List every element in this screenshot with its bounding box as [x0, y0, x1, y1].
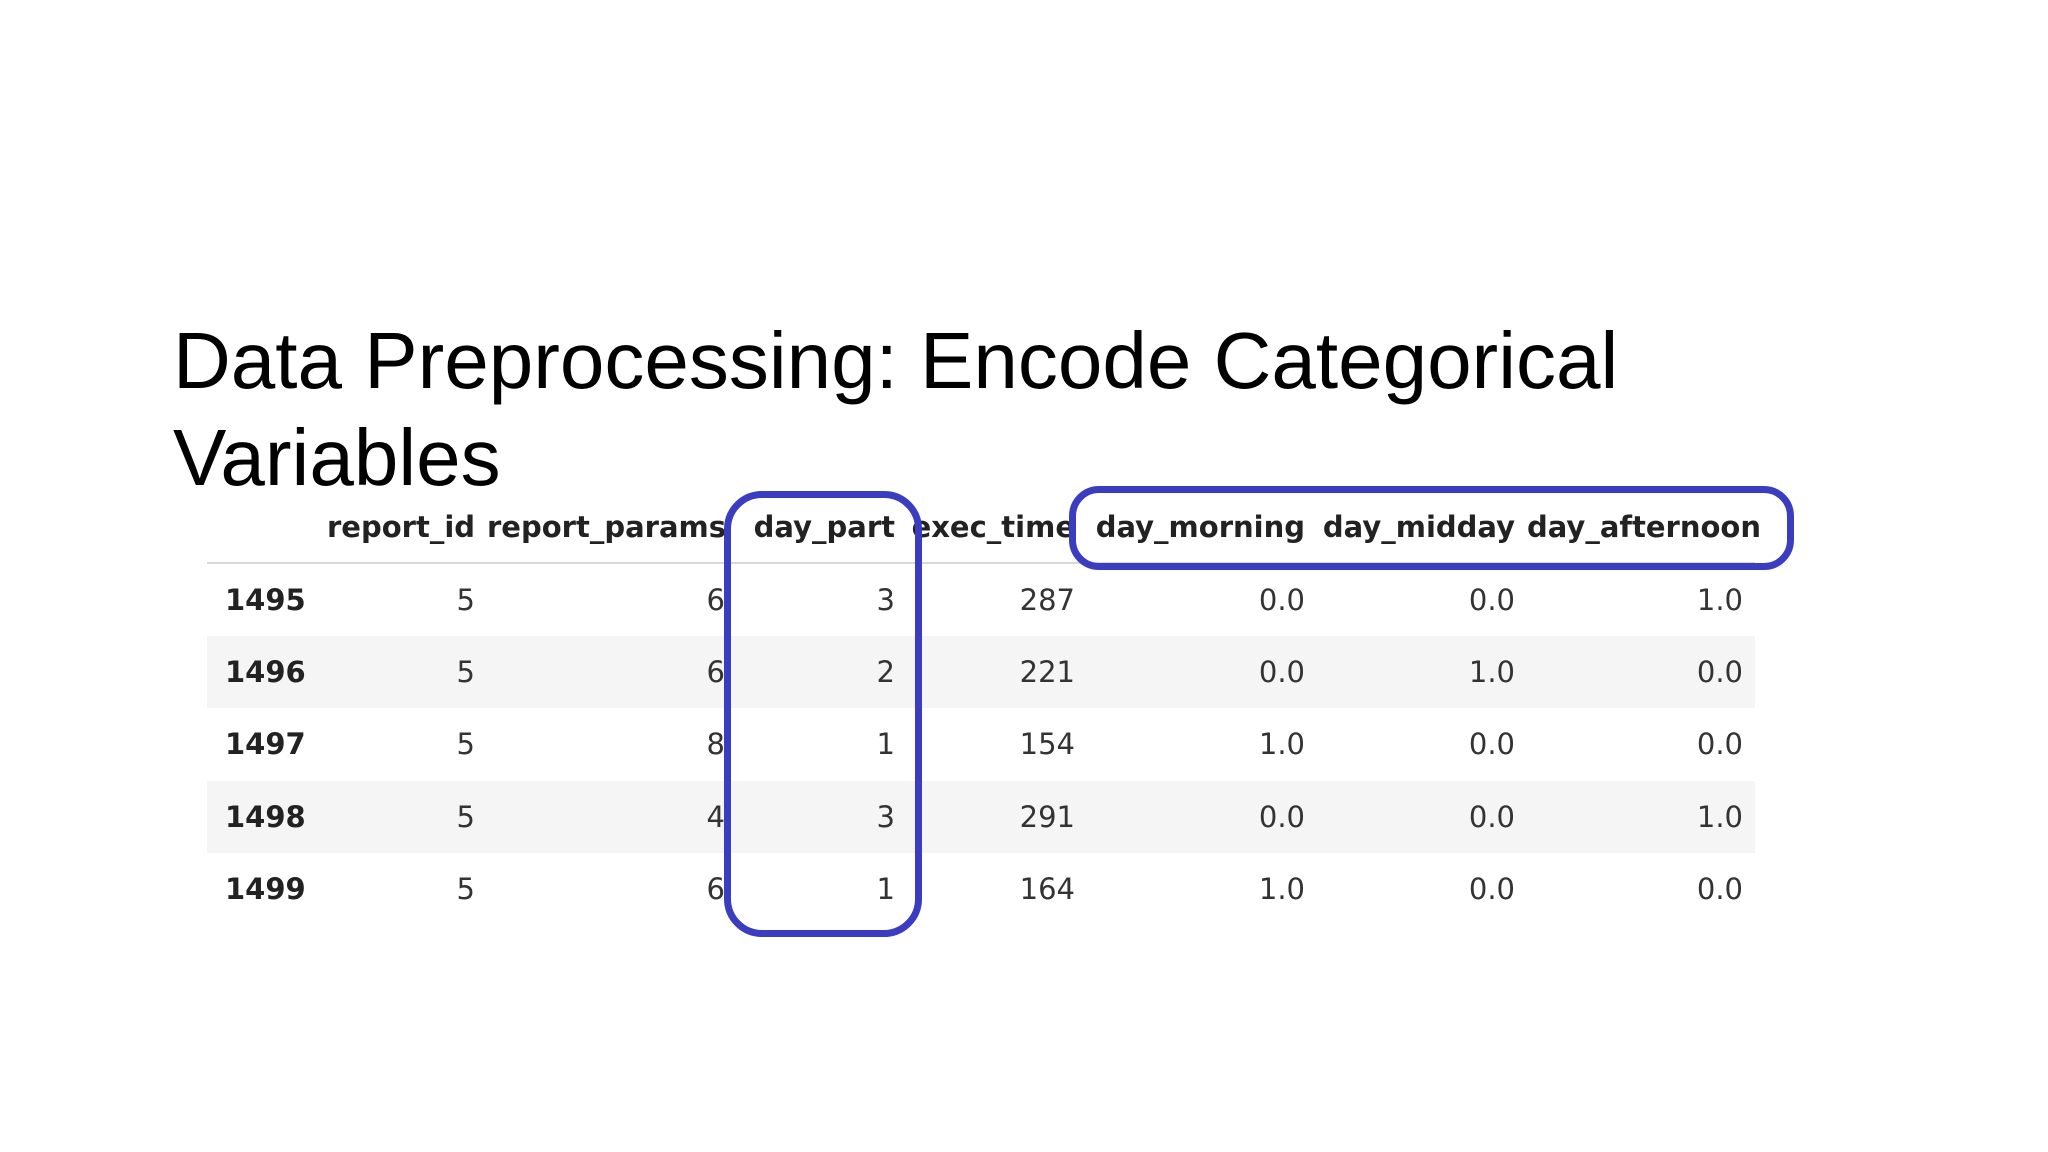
cell-report-params: 4 — [706, 799, 725, 834]
cell-report-id: 5 — [456, 799, 475, 834]
column-header-report-params: report_params — [487, 492, 737, 564]
column-header-day-afternoon: day_afternoon — [1527, 492, 1761, 564]
column-header-index — [207, 492, 327, 564]
cell-day-afternoon: 0.0 — [1696, 654, 1743, 689]
row-index: 1496 — [225, 654, 306, 689]
column-header-day-morning: day_morning — [1087, 492, 1317, 564]
cell-exec-time: 164 — [1019, 872, 1075, 907]
table-header-row: report_id report_params day_part exec_ti… — [207, 492, 1761, 564]
cell-report-id: 5 — [456, 872, 475, 907]
row-index: 1497 — [225, 727, 306, 762]
cell-day-morning: 1.0 — [1258, 872, 1305, 907]
cell-day-midday: 0.0 — [1468, 872, 1515, 907]
column-header-day-midday: day_midday — [1317, 492, 1527, 564]
cell-day-afternoon: 1.0 — [1696, 799, 1743, 834]
cell-day-midday: 0.0 — [1468, 799, 1515, 834]
cell-day-midday: 0.0 — [1468, 582, 1515, 617]
cell-report-params: 6 — [706, 872, 725, 907]
cell-day-morning: 0.0 — [1258, 654, 1305, 689]
cell-day-part: 1 — [876, 872, 895, 907]
column-header-day-part: day_part — [737, 492, 907, 564]
column-header-report-id: report_id — [327, 492, 487, 564]
cell-report-id: 5 — [456, 582, 475, 617]
slide-title: Data Preprocessing: Encode Categorical V… — [173, 312, 1733, 506]
cell-day-afternoon: 1.0 — [1696, 582, 1743, 617]
cell-day-part: 3 — [876, 799, 895, 834]
slide-title-line-1: Data Preprocessing: Encode Categorical — [173, 316, 1619, 405]
cell-day-part: 1 — [876, 727, 895, 762]
cell-exec-time: 221 — [1019, 654, 1075, 689]
slide-title-line-2: Variables — [173, 413, 501, 502]
cell-exec-time: 287 — [1019, 582, 1075, 617]
cell-report-id: 5 — [456, 654, 475, 689]
column-header-exec-time: exec_time — [907, 492, 1087, 564]
cell-day-morning: 0.0 — [1258, 799, 1305, 834]
cell-day-midday: 1.0 — [1468, 654, 1515, 689]
cell-day-afternoon: 0.0 — [1696, 727, 1743, 762]
row-index: 1498 — [225, 799, 306, 834]
table-row: 1496 5 6 2 221 0.0 1.0 0.0 — [207, 635, 1755, 708]
cell-day-midday: 0.0 — [1468, 727, 1515, 762]
cell-report-params: 8 — [706, 727, 725, 762]
cell-day-morning: 1.0 — [1258, 727, 1305, 762]
table-row: 1495 5 6 3 287 0.0 0.0 1.0 — [207, 563, 1755, 636]
cell-day-morning: 0.0 — [1258, 582, 1305, 617]
cell-report-id: 5 — [456, 727, 475, 762]
row-index: 1499 — [225, 872, 306, 907]
cell-day-part: 3 — [876, 582, 895, 617]
table-row: 1499 5 6 1 164 1.0 0.0 0.0 — [207, 853, 1755, 926]
cell-report-params: 6 — [706, 582, 725, 617]
table-row: 1497 5 8 1 154 1.0 0.0 0.0 — [207, 708, 1755, 781]
row-index: 1495 — [225, 582, 306, 617]
cell-day-afternoon: 0.0 — [1696, 872, 1743, 907]
cell-day-part: 2 — [876, 654, 895, 689]
cell-exec-time: 291 — [1019, 799, 1075, 834]
cell-exec-time: 154 — [1019, 727, 1075, 762]
cell-report-params: 6 — [706, 654, 725, 689]
dataframe-table: report_id report_params day_part exec_ti… — [207, 492, 1761, 926]
table-row: 1498 5 4 3 291 0.0 0.0 1.0 — [207, 780, 1755, 853]
